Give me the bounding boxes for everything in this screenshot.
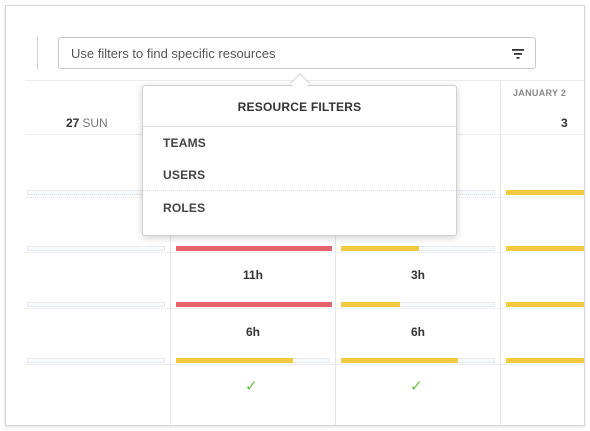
allocation-bar <box>341 358 495 363</box>
day-header: 27 SUN <box>66 116 108 130</box>
filter-option-teams[interactable]: TEAMS <box>163 136 206 150</box>
allocation-bar <box>506 190 584 195</box>
filter-option-users[interactable]: USERS <box>163 168 206 182</box>
allocation-bar-fill <box>341 358 458 363</box>
day-number: 27 <box>66 116 80 130</box>
hours-label: 11h <box>242 268 263 282</box>
popover-title: RESOURCE FILTERS <box>237 100 362 114</box>
check-icon: ✓ <box>245 378 258 395</box>
allocation-bar <box>176 246 332 251</box>
day-name: SUN <box>82 116 108 130</box>
month-label: JANUARY 2 <box>513 88 567 98</box>
allocation-bar-fill <box>176 246 332 251</box>
allocation-bar-fill <box>506 302 584 307</box>
filter-option-roles[interactable]: ROLES <box>163 201 206 215</box>
day-number: 3 <box>561 116 568 130</box>
resource-filters-popover: RESOURCE FILTERS TEAMS USERS ROLES <box>142 85 457 236</box>
allocation-bar-fill <box>341 246 419 251</box>
filter-icon[interactable] <box>511 47 525 61</box>
allocation-bar <box>341 246 495 251</box>
day-header: 3 <box>561 116 568 130</box>
allocation-bar <box>506 246 584 251</box>
grid-line <box>26 308 584 309</box>
allocation-bar <box>176 358 330 363</box>
column-line <box>335 98 336 425</box>
allocation-bar <box>27 358 165 363</box>
column-line <box>170 98 171 425</box>
resource-planner-panel: Use filters to find specific resources J… <box>5 5 585 426</box>
allocation-bar <box>27 302 165 307</box>
allocation-bar-fill <box>176 358 293 363</box>
hours-label: 6h <box>245 325 260 339</box>
allocation-bar-fill <box>341 302 400 307</box>
allocation-bar <box>176 302 332 307</box>
grid-line <box>26 252 584 253</box>
hours-label: 6h <box>410 325 425 339</box>
filter-placeholder: Use filters to find specific resources <box>71 46 276 61</box>
allocation-bar <box>506 358 584 363</box>
calendar-grid: JANUARY 2 27 SUN 3 11h 3h 6h 6h ✓ ✓ <box>26 80 584 425</box>
divider <box>143 126 456 127</box>
divider <box>143 190 456 191</box>
check-icon: ✓ <box>410 378 423 395</box>
allocation-bar <box>506 302 584 307</box>
allocation-bar-fill <box>506 246 584 251</box>
grid-line <box>26 364 584 365</box>
column-line <box>500 80 501 425</box>
allocation-bar-fill <box>176 302 332 307</box>
toolbar-divider <box>37 37 38 70</box>
hours-label: 3h <box>410 268 425 282</box>
allocation-bar <box>27 246 165 251</box>
allocation-bar-fill <box>506 190 584 195</box>
resource-filter-input[interactable]: Use filters to find specific resources <box>58 37 536 69</box>
allocation-bar-fill <box>506 358 584 363</box>
allocation-bar <box>341 302 495 307</box>
